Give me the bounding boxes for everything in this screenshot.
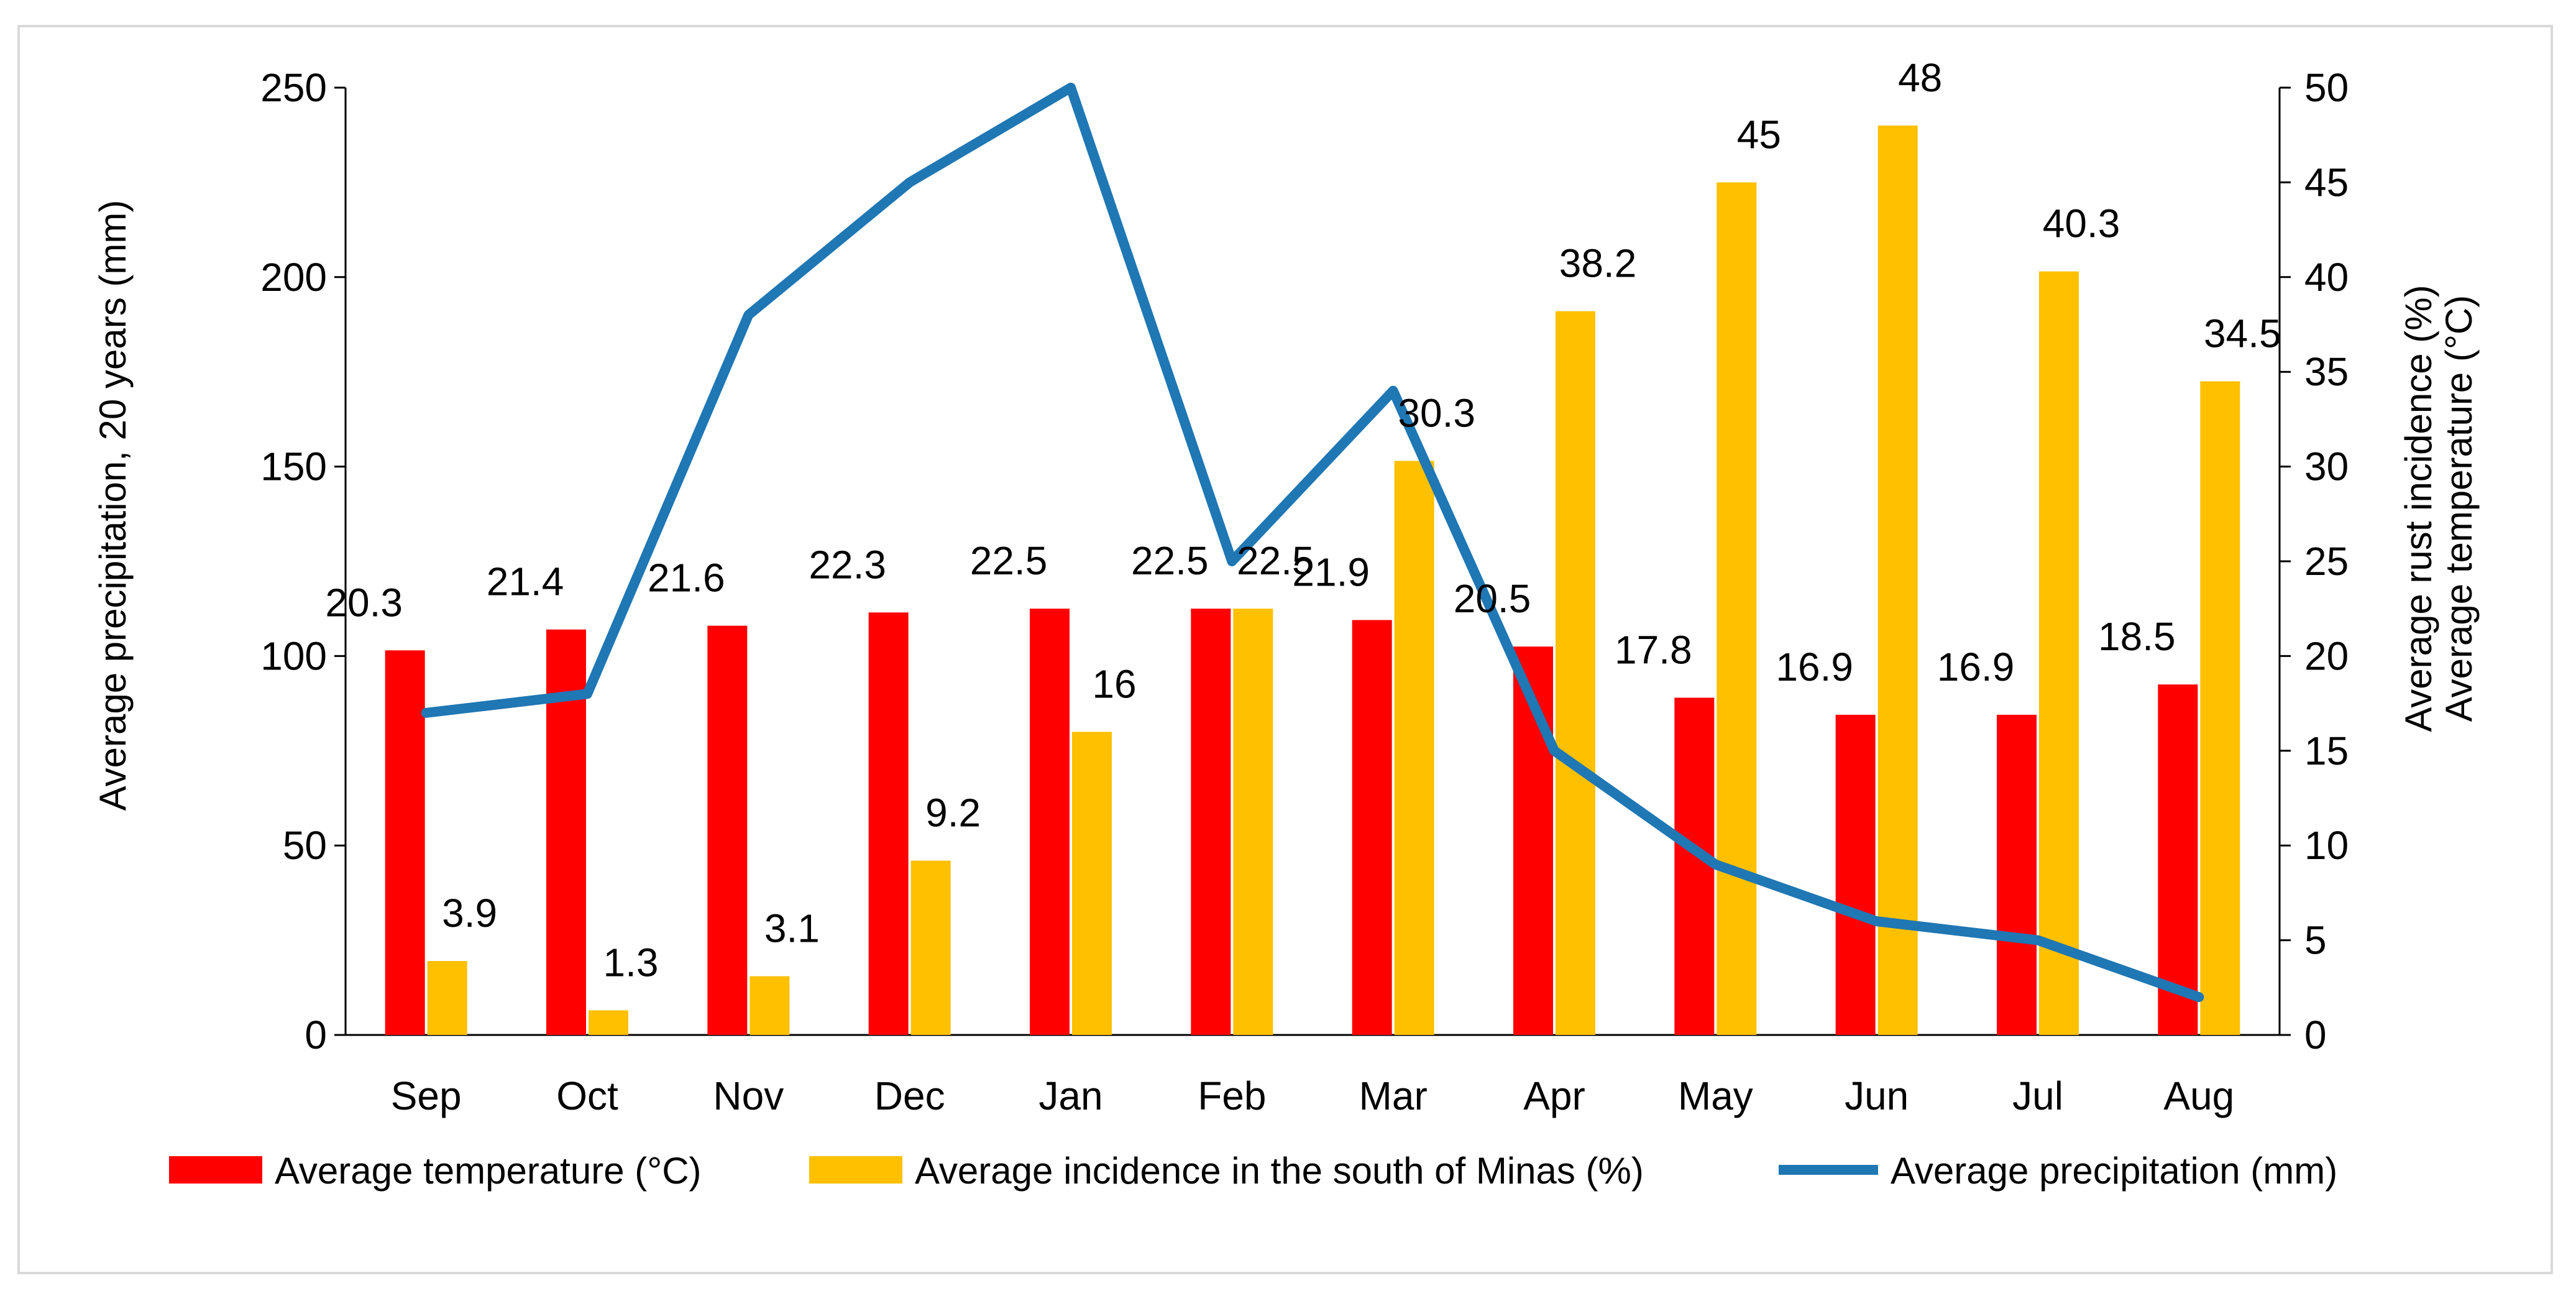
right-tick-label: 15: [2304, 729, 2349, 773]
legend: Average temperature (°C) Average incidenc…: [169, 1150, 2337, 1192]
incidence-bar: [589, 1010, 628, 1035]
incidence-bar: [2200, 381, 2240, 1036]
axes-group: 0 50 100 150 200 250 0 5 10 15 20 25 30 35 40 45 50 Sep Oc…: [92, 65, 2480, 1118]
incidence-bar: [749, 976, 790, 1035]
x-tick-label: Jan: [1038, 1073, 1102, 1118]
temperature-data-label: 20.3: [325, 580, 403, 625]
incidence-data-label: 22.5: [1237, 538, 1314, 583]
temperature-data-label: 22.5: [970, 538, 1048, 583]
x-tick-label: Dec: [874, 1073, 945, 1118]
legend-label: Average precipitation (mm): [1891, 1150, 2337, 1192]
incidence-bar: [1877, 125, 1918, 1036]
temperature-bar: [1030, 609, 1070, 1035]
right-tick-label: 25: [2304, 539, 2349, 584]
temperature-bar: [868, 612, 909, 1035]
right-tick-label: 45: [2304, 160, 2349, 205]
temperature-bar: [1835, 714, 1876, 1035]
temperature-data-label: 22.5: [1131, 538, 1209, 583]
left-tick-label: 50: [283, 823, 327, 868]
line-group: [421, 83, 2204, 1003]
right-tick-label: 40: [2304, 255, 2349, 300]
left-tick-label: 150: [260, 444, 327, 489]
incidence-data-label: 40.3: [2043, 201, 2120, 246]
right-axis-title-line2: Average temperature (°C): [2438, 295, 2480, 722]
bars-group: [385, 125, 2240, 1036]
temperature-bar: [1352, 620, 1392, 1035]
right-tick-label: 5: [2304, 918, 2327, 963]
legend-swatch: [169, 1156, 262, 1184]
temperature-data-label: 21.6: [648, 556, 725, 600]
incidence-data-label: 3.9: [442, 891, 497, 936]
right-tick-label: 10: [2304, 823, 2349, 868]
temperature-bar: [385, 650, 425, 1035]
x-tick-label: Jun: [1845, 1073, 1909, 1118]
temperature-bar: [2158, 684, 2198, 1035]
temperature-data-label: 17.8: [1615, 627, 1692, 672]
temperature-bar: [707, 625, 748, 1035]
incidence-data-label: 34.5: [2204, 311, 2281, 356]
temperature-data-label: 22.3: [809, 542, 886, 587]
incidence-bar: [2039, 271, 2079, 1035]
incidence-data-label: 45: [1737, 112, 1781, 157]
temperature-bar: [1674, 697, 1715, 1035]
temperature-data-label: 16.9: [1937, 645, 2015, 689]
incidence-bar: [1233, 609, 1273, 1035]
right-tick-label: 20: [2304, 633, 2349, 678]
incidence-data-label: 48: [1898, 55, 1942, 100]
x-tick-label: Feb: [1198, 1073, 1266, 1118]
x-tick-label: Mar: [1359, 1073, 1428, 1118]
incidence-bar: [1394, 461, 1434, 1035]
incidence-data-label: 3.1: [764, 906, 820, 951]
right-tick-label: 50: [2304, 65, 2349, 110]
right-tick-label: 30: [2304, 444, 2349, 489]
right-tick-label: 35: [2304, 349, 2349, 394]
left-tick-label: 200: [260, 255, 327, 300]
left-tick-label: 250: [260, 65, 327, 110]
x-tick-label: May: [1678, 1073, 1753, 1118]
x-tick-label: Aug: [2163, 1073, 2234, 1118]
legend-label: Average incidence in the south of Minas …: [915, 1150, 1644, 1192]
right-tick-label: 0: [2304, 1013, 2327, 1057]
incidence-bar: [1717, 182, 1757, 1035]
x-tick-label: Jul: [2012, 1073, 2063, 1118]
chart-frame: 0 50 100 150 200 250 0 5 10 15 20 25 30 35 40 45 50 Sep Oc…: [17, 25, 2553, 1274]
x-tick-label: Oct: [556, 1073, 618, 1118]
precipitation-line: [421, 83, 2204, 1003]
incidence-bar: [1072, 732, 1112, 1035]
x-tick-label: Nov: [713, 1073, 784, 1118]
incidence-data-label: 30.3: [1398, 390, 1475, 435]
temperature-data-label: 21.9: [1292, 549, 1370, 594]
x-tick-label: Apr: [1523, 1073, 1585, 1118]
incidence-data-label: 16: [1092, 661, 1136, 706]
incidence-bar: [910, 860, 951, 1035]
temperature-data-label: 20.5: [1454, 576, 1531, 621]
legend-label: Average temperature (°C): [275, 1150, 702, 1192]
incidence-bar: [1556, 311, 1595, 1035]
incidence-bar: [427, 961, 467, 1035]
temperature-bar: [1191, 609, 1231, 1035]
legend-swatch: [809, 1156, 902, 1184]
temperature-bar: [1997, 714, 2037, 1035]
temperature-data-label: 18.5: [2098, 614, 2176, 659]
temperature-data-label: 21.4: [487, 559, 564, 604]
x-tick-label: Sep: [391, 1073, 462, 1118]
incidence-data-label: 1.3: [603, 940, 659, 985]
left-tick-label: 0: [305, 1013, 327, 1057]
right-axis-title-line1: Average rust incidence (%): [2398, 285, 2439, 732]
combo-chart: 0 50 100 150 200 250 0 5 10 15 20 25 30 35 40 45 50 Sep Oc…: [92, 55, 2480, 1192]
data-labels-group: 20.3 3.9 21.4 1.3 21.6 3.1 22.3 9.2 22.5 16 22.5 22…: [325, 55, 2281, 985]
incidence-data-label: 38.2: [1559, 241, 1637, 286]
left-axis-title: Average precipitation, 20 years (mm): [92, 200, 134, 811]
temperature-data-label: 16.9: [1776, 645, 1853, 689]
incidence-data-label: 9.2: [925, 791, 981, 835]
left-tick-label: 100: [260, 633, 327, 678]
